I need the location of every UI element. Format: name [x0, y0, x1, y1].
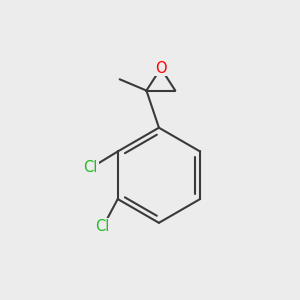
Text: O: O [155, 61, 167, 76]
Text: Cl: Cl [83, 160, 98, 175]
Text: Cl: Cl [95, 219, 109, 234]
